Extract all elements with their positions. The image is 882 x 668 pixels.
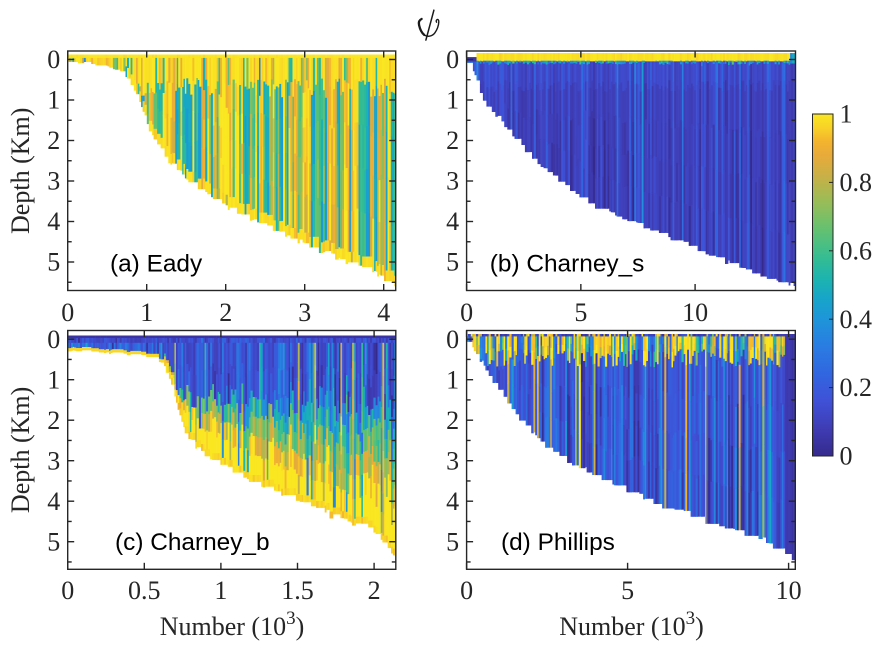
svg-text:0: 0	[840, 442, 853, 471]
svg-text:1: 1	[140, 298, 153, 327]
svg-text:4: 4	[377, 298, 390, 327]
svg-text:(c) Charney_b: (c) Charney_b	[115, 529, 270, 556]
svg-text:1.5: 1.5	[281, 576, 314, 605]
svg-text:3: 3	[446, 446, 459, 475]
svg-text:(a) Eady: (a) Eady	[110, 251, 203, 278]
svg-text:0: 0	[446, 45, 459, 74]
svg-text:5: 5	[446, 527, 459, 556]
svg-text:2: 2	[47, 126, 60, 155]
svg-text:Number (103): Number (103)	[559, 608, 704, 641]
svg-text:(b) Charney_s: (b) Charney_s	[490, 251, 645, 278]
svg-text:1: 1	[47, 86, 60, 115]
svg-text:10: 10	[682, 298, 708, 327]
svg-text:2: 2	[446, 406, 459, 435]
svg-text:0: 0	[47, 325, 60, 354]
svg-text:1: 1	[446, 365, 459, 394]
svg-text:3: 3	[446, 167, 459, 196]
svg-text:1: 1	[446, 86, 459, 115]
svg-text:Number (103): Number (103)	[160, 608, 305, 641]
svg-text:0: 0	[61, 576, 74, 605]
svg-text:4: 4	[446, 207, 459, 236]
svg-text:0.6: 0.6	[840, 236, 873, 265]
svg-text:3: 3	[47, 446, 60, 475]
svg-text:2: 2	[219, 298, 232, 327]
svg-text:2: 2	[47, 406, 60, 435]
svg-text:0: 0	[460, 298, 473, 327]
svg-text:0.5: 0.5	[128, 576, 161, 605]
svg-text:1: 1	[840, 100, 853, 129]
svg-text:0.8: 0.8	[840, 168, 873, 197]
svg-text:Depth (Km): Depth (Km)	[6, 387, 35, 513]
svg-text:5: 5	[47, 527, 60, 556]
svg-text:4: 4	[47, 207, 60, 236]
svg-text:5: 5	[446, 248, 459, 277]
svg-text:Depth (Km): Depth (Km)	[6, 108, 35, 234]
svg-text:3: 3	[47, 167, 60, 196]
svg-text:5: 5	[47, 248, 60, 277]
svg-text:5: 5	[621, 576, 634, 605]
svg-text:2: 2	[446, 126, 459, 155]
svg-text:1: 1	[47, 365, 60, 394]
svg-text:(d) Phillips: (d) Phillips	[501, 529, 615, 556]
svg-text:0: 0	[446, 325, 459, 354]
svg-text:3: 3	[298, 298, 311, 327]
svg-text:0: 0	[61, 298, 74, 327]
svg-text:4: 4	[446, 487, 459, 516]
svg-text:5: 5	[574, 298, 587, 327]
svg-text:0: 0	[460, 576, 473, 605]
svg-text:2: 2	[368, 576, 381, 605]
svg-text:0.2: 0.2	[840, 373, 873, 402]
svg-text:4: 4	[47, 487, 60, 516]
svg-text:1: 1	[214, 576, 227, 605]
svg-text:0.4: 0.4	[840, 305, 873, 334]
svg-text:10: 10	[776, 576, 802, 605]
svg-text:0: 0	[47, 45, 60, 74]
